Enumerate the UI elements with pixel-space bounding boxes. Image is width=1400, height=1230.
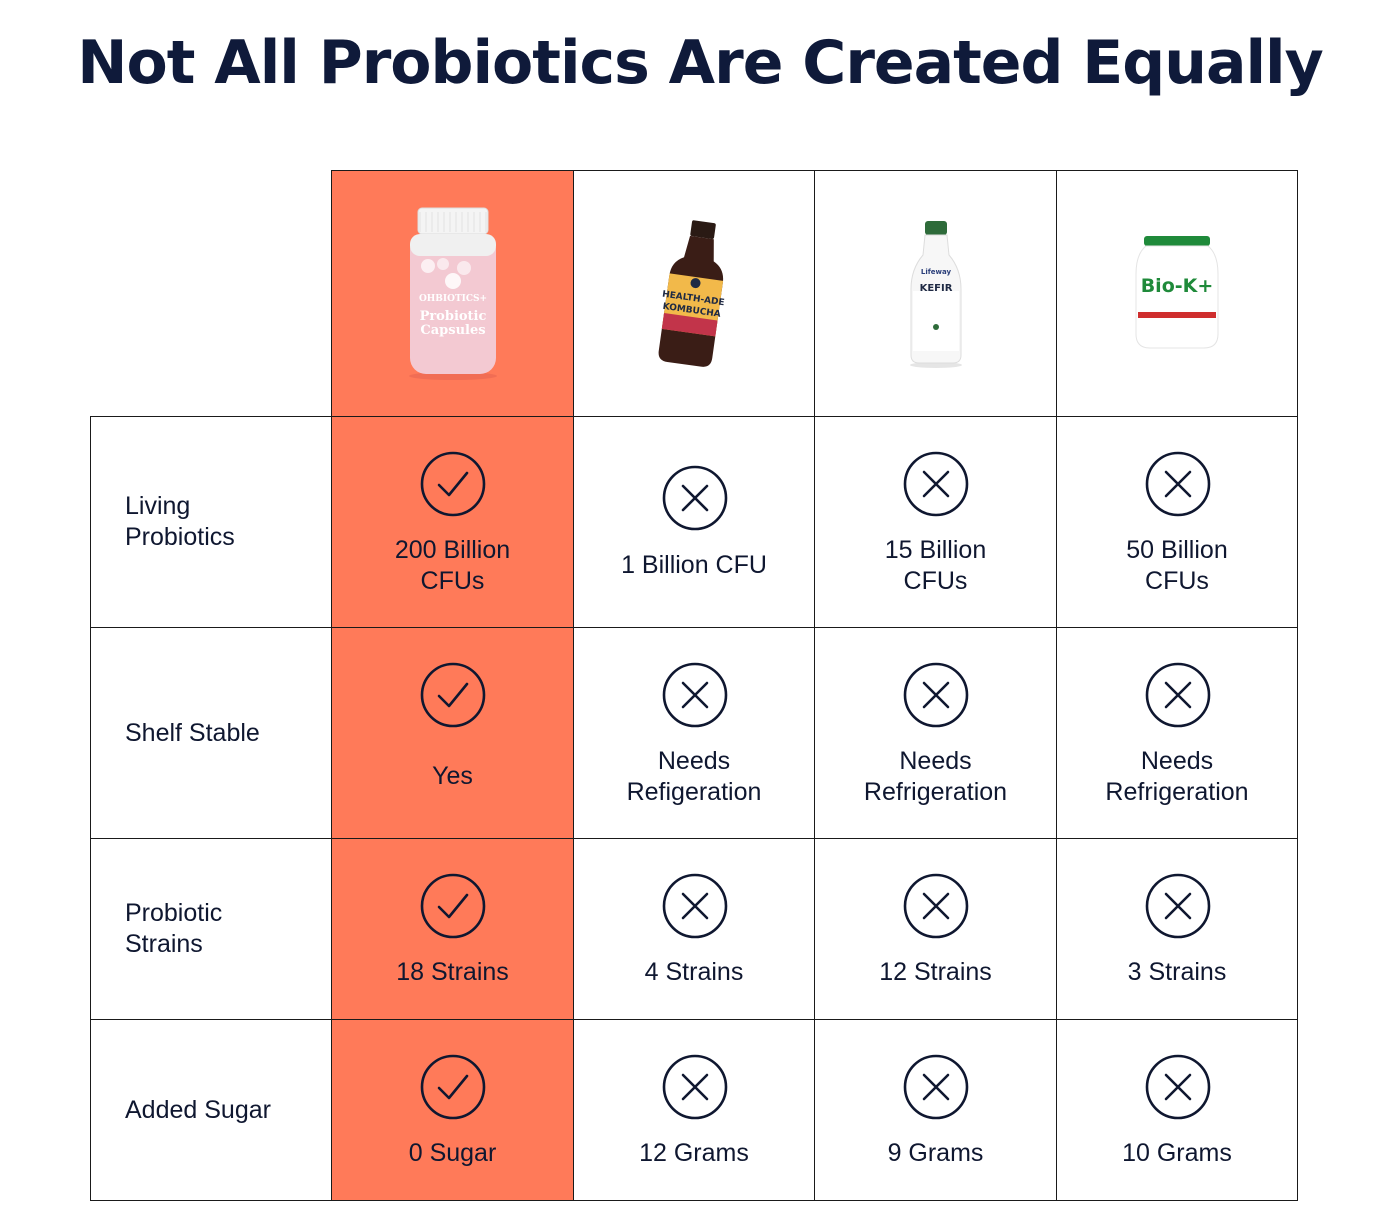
product-label-text: Probiotic	[419, 309, 486, 324]
value-cell: 1 Billion CFU	[573, 416, 815, 628]
row-label-cell: Probiotic Strains	[90, 838, 332, 1020]
product-header-cell: HEALTH-ADE KOMBUCHA	[573, 170, 815, 417]
product-image-bio-k-plus: Bio-K+	[1057, 171, 1297, 416]
bio-k-bottle-icon: Bio-K+	[1135, 235, 1219, 348]
row-label-cell: Added Sugar	[90, 1019, 332, 1201]
product-header-cell: OHBIOTICS+ Probiotic Capsules	[331, 170, 574, 417]
cell-value-text: Needs Refigeration	[626, 747, 762, 806]
value-cell: Needs Refrigeration	[814, 627, 1057, 839]
value-cell: 9 Grams	[814, 1019, 1057, 1201]
value-cell: 200 Billion CFUs	[331, 416, 574, 628]
value-cell: 0 Sugar	[331, 1019, 574, 1201]
cell-value-text: 4 Strains	[644, 958, 744, 986]
product-label-text: Bio-K+	[1141, 275, 1214, 297]
value-cell: 4 Strains	[573, 838, 815, 1020]
value-cell: Yes	[331, 627, 574, 839]
product-image-health-ade-kombucha: HEALTH-ADE KOMBUCHA	[574, 171, 814, 416]
row-label-cell: Living Probiotics	[90, 416, 332, 628]
product-header-cell: Lifeway KEFIR	[814, 170, 1057, 417]
product-label-text: Capsules	[420, 323, 485, 338]
x-circle-icon	[903, 873, 969, 939]
x-circle-icon	[662, 1054, 728, 1120]
x-circle-icon	[1145, 451, 1211, 517]
row-label-cell: Shelf Stable	[90, 627, 332, 839]
x-circle-icon	[903, 1054, 969, 1120]
product-image-lifeway-kefir: Lifeway KEFIR	[815, 171, 1056, 416]
cell-value-text: 50 Billion CFUs	[1126, 536, 1228, 595]
value-cell: Needs Refrigeration	[1056, 627, 1298, 839]
value-cell: 12 Strains	[814, 838, 1057, 1020]
row-label: Living Probiotics	[125, 492, 235, 551]
cell-value-text: Needs Refrigeration	[863, 747, 1008, 806]
value-cell: 12 Grams	[573, 1019, 815, 1201]
cell-value-text: 3 Strains	[1127, 958, 1227, 986]
cell-value-text: 12 Grams	[639, 1139, 749, 1167]
value-cell: 10 Grams	[1056, 1019, 1298, 1201]
kefir-bottle-icon: Lifeway KEFIR	[909, 220, 962, 368]
product-label-text: KEFIR	[919, 283, 952, 294]
x-circle-icon	[662, 662, 728, 728]
cell-value-text: 18 Strains	[396, 958, 509, 986]
cell-value-text: 200 Billion CFUs	[394, 536, 511, 595]
product-image-ohbiotics-capsules: OHBIOTICS+ Probiotic Capsules	[332, 171, 573, 416]
x-circle-icon	[662, 465, 728, 531]
value-cell: 50 Billion CFUs	[1056, 416, 1298, 628]
row-label: Shelf Stable	[125, 718, 260, 747]
product-label-text: Lifeway	[920, 268, 951, 276]
value-cell: Needs Refigeration	[573, 627, 815, 839]
check-circle-icon	[420, 873, 486, 939]
value-cell: 15 Billion CFUs	[814, 416, 1057, 628]
row-label: Probiotic Strains	[125, 899, 223, 958]
cell-value-text: Needs Refrigeration	[1105, 747, 1249, 806]
cell-value-text: 12 Strains	[879, 958, 992, 986]
x-circle-icon	[903, 662, 969, 728]
x-circle-icon	[903, 451, 969, 517]
value-cell: 3 Strains	[1056, 838, 1298, 1020]
x-circle-icon	[1145, 1054, 1211, 1120]
cell-value-text: Yes	[432, 762, 473, 790]
cell-value-text: 15 Billion CFUs	[884, 536, 987, 595]
check-circle-icon	[420, 451, 486, 517]
value-cell: 18 Strains	[331, 838, 574, 1020]
cell-value-text: 1 Billion CFU	[621, 551, 767, 579]
check-circle-icon	[420, 662, 486, 728]
x-circle-icon	[1145, 662, 1211, 728]
row-label: Added Sugar	[125, 1095, 271, 1124]
x-circle-icon	[662, 873, 728, 939]
product-header-cell: Bio-K+	[1056, 170, 1298, 417]
page-title: Not All Probiotics Are Created Equally	[77, 28, 1323, 98]
x-circle-icon	[1145, 873, 1211, 939]
check-circle-icon	[420, 1054, 486, 1120]
cell-value-text: 0 Sugar	[408, 1139, 497, 1167]
product-label-text: OHBIOTICS+	[418, 294, 486, 304]
cell-value-text: 9 Grams	[887, 1139, 984, 1167]
cell-value-text: 10 Grams	[1122, 1139, 1232, 1167]
